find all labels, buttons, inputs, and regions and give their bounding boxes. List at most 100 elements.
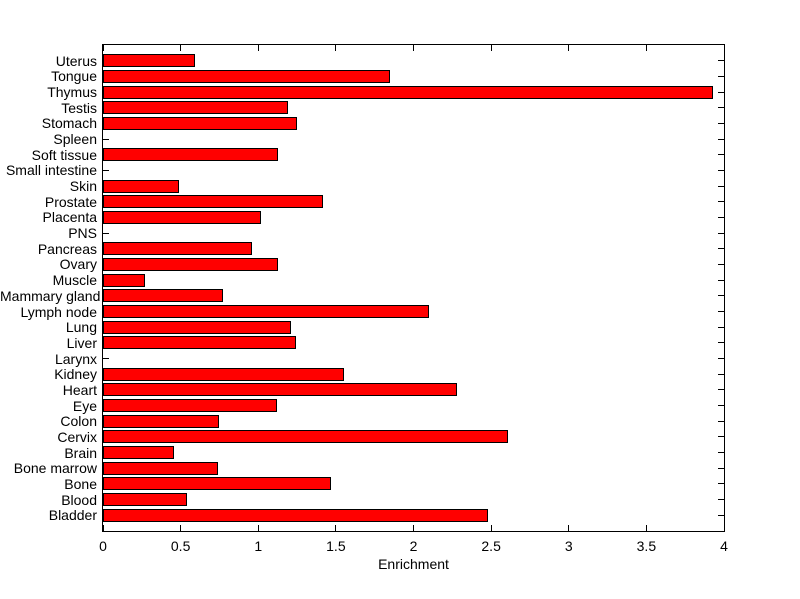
y-label-soft-tissue: Soft tissue xyxy=(31,146,97,163)
x-tick-label-2-5: 2.5 xyxy=(481,538,501,554)
y-label-larynx: Larynx xyxy=(54,350,97,367)
y-tick-right-lung xyxy=(718,326,724,328)
y-tick-right-prostate xyxy=(718,201,724,203)
y-label-blood: Blood xyxy=(61,491,97,508)
y-label-bone: Bone xyxy=(64,475,97,492)
y-tick-right-pancreas xyxy=(718,248,724,250)
y-tick-right-muscle xyxy=(718,279,724,281)
y-tick-right-bladder xyxy=(718,514,724,516)
bar-pancreas xyxy=(103,242,252,256)
x-tick-top-1 xyxy=(257,45,259,51)
x-tick-label-3-5: 3.5 xyxy=(636,538,657,554)
bar-heart xyxy=(103,383,457,397)
y-label-testis: Testis xyxy=(61,99,97,116)
bar-lung xyxy=(103,320,291,334)
bar-thymus xyxy=(103,85,713,99)
x-tick-top-3 xyxy=(568,45,570,51)
bar-prostate xyxy=(103,195,323,209)
bar-mammary-gland xyxy=(103,289,223,303)
bar-ovary xyxy=(103,257,278,271)
y-label-liver: Liver xyxy=(66,334,97,351)
x-axis-title: Enrichment xyxy=(378,556,449,572)
bar-colon xyxy=(103,414,219,428)
y-tick-right-lymph-node xyxy=(718,311,724,313)
x-tick-top-2-5 xyxy=(490,45,492,51)
y-tick-right-soft-tissue xyxy=(718,154,724,156)
bar-placenta xyxy=(103,210,261,224)
y-tick-right-kidney xyxy=(718,373,724,375)
bar-bladder xyxy=(103,508,488,522)
y-tick-right-thymus xyxy=(718,91,724,93)
x-tick-bottom-3-5 xyxy=(645,525,647,531)
x-tick-label-3: 3 xyxy=(564,538,573,554)
x-tick-label-1-5: 1.5 xyxy=(326,538,346,554)
bar-kidney xyxy=(103,367,344,381)
x-tick-label-0-5: 0.5 xyxy=(170,538,191,554)
x-tick-top-0 xyxy=(102,45,104,51)
y-tick-right-larynx xyxy=(718,358,724,360)
x-tick-bottom-3 xyxy=(568,525,570,531)
y-tick-right-bone-marrow xyxy=(718,467,724,469)
x-tick-bottom-4 xyxy=(723,525,725,531)
bar-cervix xyxy=(103,430,508,444)
y-tick-right-skin xyxy=(718,185,724,187)
x-tick-top-0-5 xyxy=(180,45,182,51)
y-label-placenta: Placenta xyxy=(42,209,97,226)
y-tick-left-small-intestine xyxy=(103,169,109,171)
x-tick-top-3-5 xyxy=(645,45,647,51)
y-label-eye: Eye xyxy=(72,397,97,414)
bar-testis xyxy=(103,101,288,115)
y-label-colon: Colon xyxy=(60,413,97,430)
y-label-ovary: Ovary xyxy=(59,256,97,273)
x-tick-label-1: 1 xyxy=(254,538,263,554)
x-tick-bottom-1-5 xyxy=(335,525,337,531)
plot-area xyxy=(102,44,725,532)
y-label-brain: Brain xyxy=(64,444,97,461)
y-tick-right-mammary-gland xyxy=(718,295,724,297)
y-tick-left-spleen xyxy=(103,138,109,140)
bar-uterus xyxy=(103,54,195,68)
x-tick-bottom-2 xyxy=(413,525,414,531)
y-tick-right-eye xyxy=(718,405,724,407)
bar-bone-marrow xyxy=(103,461,218,475)
x-tick-bottom-1 xyxy=(257,525,259,531)
bar-liver xyxy=(103,336,296,350)
y-tick-right-uterus xyxy=(718,60,724,62)
x-tick-bottom-2-5 xyxy=(490,525,492,531)
y-label-kidney: Kidney xyxy=(54,366,97,383)
y-tick-right-pns xyxy=(718,232,724,234)
x-tick-top-1-5 xyxy=(335,45,337,51)
y-label-skin: Skin xyxy=(69,178,97,195)
y-tick-right-brain xyxy=(718,452,724,454)
y-label-pns: PNS xyxy=(68,225,97,242)
x-tick-label-2: 2 xyxy=(409,538,418,554)
y-tick-right-placenta xyxy=(718,216,724,218)
y-label-bladder: Bladder xyxy=(48,507,97,524)
y-label-lymph-node: Lymph node xyxy=(20,303,97,320)
x-tick-label-4: 4 xyxy=(720,538,728,554)
x-tick-bottom-0 xyxy=(102,525,104,531)
x-tick-label-0: 0 xyxy=(99,538,107,554)
y-tick-left-pns xyxy=(103,232,109,234)
x-tick-top-2 xyxy=(413,45,414,51)
y-label-tongue: Tongue xyxy=(51,68,97,85)
y-tick-right-colon xyxy=(718,420,724,422)
y-tick-right-testis xyxy=(718,107,724,109)
y-tick-right-tongue xyxy=(718,75,724,77)
y-tick-right-ovary xyxy=(718,263,724,265)
y-tick-right-stomach xyxy=(718,122,724,124)
y-label-lung: Lung xyxy=(65,319,97,336)
y-tick-right-blood xyxy=(718,499,724,501)
bar-tongue xyxy=(103,69,390,83)
bar-blood xyxy=(103,493,187,507)
y-label-prostate: Prostate xyxy=(44,193,97,210)
bar-stomach xyxy=(103,116,297,130)
y-label-muscle: Muscle xyxy=(52,272,97,289)
bar-eye xyxy=(103,399,277,413)
bar-skin xyxy=(103,179,179,193)
y-tick-right-spleen xyxy=(718,138,724,140)
y-label-mammary-gland: Mammary gland xyxy=(0,287,101,304)
y-tick-right-bone xyxy=(718,483,724,485)
x-tick-top-4 xyxy=(723,45,725,51)
